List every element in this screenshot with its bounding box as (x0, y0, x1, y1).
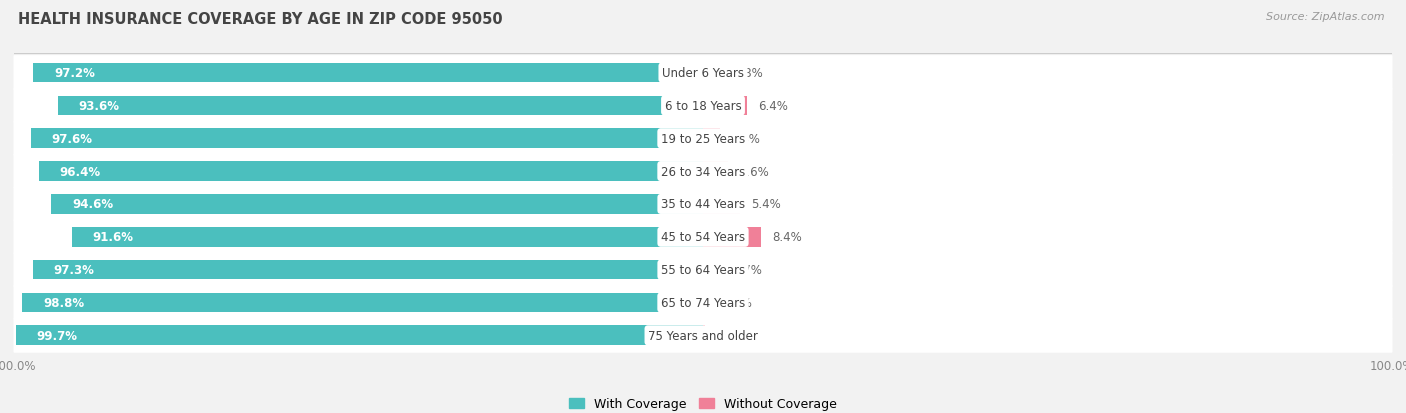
Legend: With Coverage, Without Coverage: With Coverage, Without Coverage (564, 392, 842, 413)
Bar (703, 228, 761, 247)
Bar (703, 96, 747, 116)
Text: 19 to 25 Years: 19 to 25 Years (661, 133, 745, 145)
FancyBboxPatch shape (14, 318, 1392, 353)
Bar (51, 195, 703, 214)
Text: 65 to 74 Years: 65 to 74 Years (661, 296, 745, 309)
Text: 97.6%: 97.6% (51, 133, 93, 145)
Bar (703, 64, 723, 83)
Text: 97.2%: 97.2% (53, 67, 94, 80)
Bar (703, 129, 720, 149)
Text: 2.4%: 2.4% (731, 133, 761, 145)
Text: Under 6 Years: Under 6 Years (662, 67, 744, 80)
Text: HEALTH INSURANCE COVERAGE BY AGE IN ZIP CODE 95050: HEALTH INSURANCE COVERAGE BY AGE IN ZIP … (18, 12, 503, 27)
Text: 3.6%: 3.6% (738, 165, 769, 178)
Bar (703, 293, 711, 313)
Text: 26 to 34 Years: 26 to 34 Years (661, 165, 745, 178)
Text: 93.6%: 93.6% (79, 100, 120, 113)
Bar (32, 260, 703, 280)
Text: 99.7%: 99.7% (37, 329, 77, 342)
Text: 35 to 44 Years: 35 to 44 Years (661, 198, 745, 211)
Bar (703, 162, 728, 181)
Text: 96.4%: 96.4% (59, 165, 101, 178)
Text: 55 to 64 Years: 55 to 64 Years (661, 263, 745, 276)
Bar (703, 195, 740, 214)
FancyBboxPatch shape (14, 285, 1392, 320)
Text: 6.4%: 6.4% (758, 100, 787, 113)
Bar (31, 129, 703, 149)
Text: 8.4%: 8.4% (772, 231, 801, 244)
Bar (703, 260, 721, 280)
Text: 0.33%: 0.33% (716, 329, 754, 342)
Text: 97.3%: 97.3% (53, 263, 94, 276)
FancyBboxPatch shape (14, 154, 1392, 189)
Bar (39, 162, 703, 181)
Bar (22, 293, 703, 313)
FancyBboxPatch shape (14, 121, 1392, 156)
Text: 45 to 54 Years: 45 to 54 Years (661, 231, 745, 244)
Text: 5.4%: 5.4% (751, 198, 780, 211)
Bar (15, 326, 703, 345)
FancyBboxPatch shape (14, 89, 1392, 123)
Bar (72, 228, 703, 247)
Text: 2.7%: 2.7% (733, 263, 762, 276)
Text: 98.8%: 98.8% (44, 296, 84, 309)
FancyBboxPatch shape (14, 253, 1392, 287)
Bar (34, 64, 703, 83)
Text: 1.2%: 1.2% (723, 296, 752, 309)
Bar (58, 96, 703, 116)
Text: 94.6%: 94.6% (72, 198, 112, 211)
Text: Source: ZipAtlas.com: Source: ZipAtlas.com (1267, 12, 1385, 22)
Bar (703, 326, 706, 345)
Text: 75 Years and older: 75 Years and older (648, 329, 758, 342)
Text: 2.8%: 2.8% (734, 67, 763, 80)
Text: 91.6%: 91.6% (93, 231, 134, 244)
Text: 6 to 18 Years: 6 to 18 Years (665, 100, 741, 113)
FancyBboxPatch shape (14, 187, 1392, 222)
FancyBboxPatch shape (14, 56, 1392, 91)
FancyBboxPatch shape (14, 220, 1392, 254)
